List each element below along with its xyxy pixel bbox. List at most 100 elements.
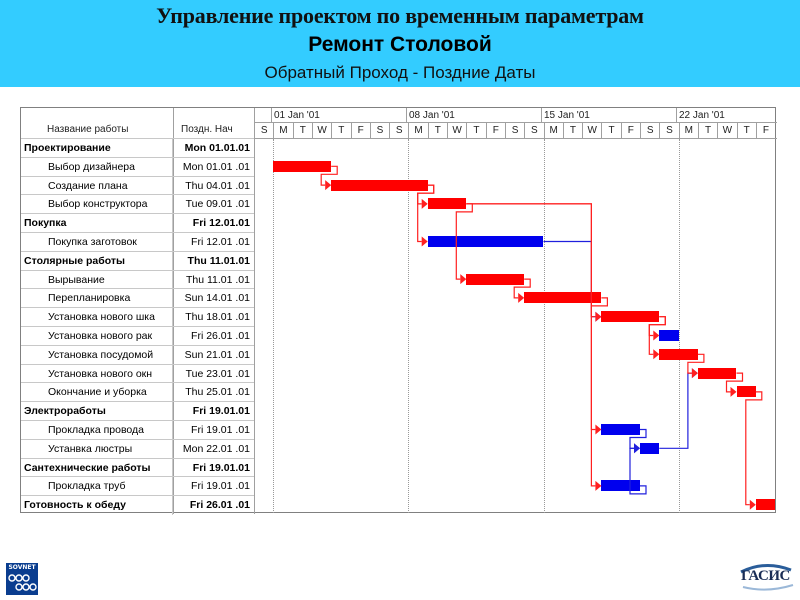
task-row[interactable]: Вырывание Thu 11.01 .01	[21, 269, 254, 290]
critical-task-bar[interactable]	[755, 499, 776, 511]
late-start-date: Thu 11.01.01	[187, 254, 250, 267]
task-name: Электроработы	[21, 402, 173, 422]
task-name: Прокладка провода	[21, 421, 173, 440]
task-bar[interactable]	[659, 330, 679, 341]
late-start-date: Fri 12.01 .01	[191, 236, 250, 248]
task-row[interactable]: Прокладка провода Fri 19.01 .01	[21, 420, 254, 440]
summary-task-row[interactable]: Покупка Fri 12.01.01	[21, 213, 254, 234]
late-start-date: Tue 09.01 .01	[185, 198, 250, 211]
task-row[interactable]: Окончание и уборка Thu 25.01 .01	[21, 382, 254, 403]
late-start-date: Fri 26.01 .01	[189, 499, 250, 512]
day-cell: F	[485, 123, 505, 139]
task-name: Окончание и уборка	[21, 383, 173, 403]
gasis-logo: ГАСИС	[735, 562, 797, 592]
week-divider	[254, 122, 777, 123]
day-cell: T	[331, 123, 350, 139]
task-row[interactable]: Установка нового рак Fri 26.01 .01	[21, 326, 254, 346]
day-cell: T	[736, 123, 756, 139]
late-start-date: Thu 04.01 .01	[185, 179, 250, 192]
week-divider	[676, 108, 677, 123]
day-cell: T	[427, 123, 447, 139]
day-cell: S	[254, 123, 273, 139]
day-cell: S	[504, 123, 524, 139]
task-row[interactable]: Покупка заготовок Fri 12.01 .01	[21, 232, 254, 252]
task-row[interactable]: Создание плана Thu 04.01 .01	[21, 175, 254, 196]
header-divider	[21, 138, 777, 139]
day-cell: F	[755, 123, 775, 139]
sovnet-logo-text: SOVNET	[8, 564, 36, 571]
task-bar[interactable]	[601, 424, 640, 435]
summary-task-row[interactable]: Проектирование Mon 01.01.01	[21, 138, 254, 158]
gantt-chart: Название работы Поздн. Нач 01 Jan '01 08…	[20, 107, 777, 516]
late-start-date: Mon 22.01 .01	[182, 442, 250, 455]
day-cell: T	[466, 123, 485, 139]
task-name: Устанвка люстры	[21, 439, 173, 459]
critical-task-bar[interactable]	[601, 311, 660, 323]
late-start-date: Fri 12.01.01	[192, 217, 250, 230]
late-start-date: Mon 01.01 .01	[182, 160, 250, 173]
week-label: 22 Jan '01	[679, 110, 725, 121]
task-bar[interactable]	[601, 480, 640, 492]
day-cell: F	[350, 123, 370, 139]
column-header-task-name: Название работы	[47, 124, 129, 135]
view-caption: Обратный Проход - Поздние Даты	[264, 63, 536, 82]
day-cell: W	[582, 123, 601, 139]
task-name: Выбор дизайнера	[21, 157, 173, 177]
critical-task-bar[interactable]	[331, 179, 428, 191]
day-cell: T	[697, 123, 717, 139]
critical-task-bar[interactable]	[466, 273, 525, 285]
column-divider	[173, 108, 174, 514]
task-row[interactable]: Установка нового окн Tue 23.01 .01	[21, 363, 254, 384]
task-name: Прокладка труб	[21, 477, 173, 497]
summary-task-row[interactable]: Сантехнические работы Fri 19.01.01	[21, 457, 254, 478]
task-name: Проектирование	[21, 139, 173, 158]
task-bar[interactable]	[640, 442, 660, 454]
task-name: Создание плана	[21, 176, 173, 196]
day-cell: M	[408, 123, 427, 139]
summary-task-row[interactable]: Столярные работы Thu 11.01.01	[21, 250, 254, 271]
week-divider	[541, 108, 542, 123]
day-cell: W	[311, 123, 331, 139]
task-name: Установка нового окн	[21, 364, 173, 384]
critical-task-bar[interactable]	[659, 348, 698, 360]
critical-task-bar[interactable]	[524, 292, 602, 304]
day-cell: T	[562, 123, 582, 139]
week-gridline	[678, 139, 680, 513]
critical-task-bar[interactable]	[697, 367, 737, 379]
late-start-date: Thu 18.01 .01	[185, 311, 250, 324]
critical-task-bar[interactable]	[427, 198, 467, 210]
day-cell: F	[620, 123, 640, 139]
task-row[interactable]: Установка нового шка Thu 18.01 .01	[21, 307, 254, 328]
day-cell: T	[292, 123, 312, 139]
day-cell: S	[659, 123, 678, 139]
task-name: Сантехнические работы	[21, 458, 173, 478]
late-start-date: Fri 19.01 .01	[191, 480, 250, 493]
task-row[interactable]: Прокладка труб Fri 19.01 .01	[21, 476, 254, 497]
task-name: Установка нового шка	[21, 308, 173, 328]
task-name: Покупка заготовок	[21, 233, 173, 252]
critical-task-bar[interactable]	[736, 386, 756, 398]
task-row[interactable]: Перепланировка Sun 14.01 .01	[21, 288, 254, 309]
day-cell: M	[678, 123, 698, 139]
day-cell: M	[543, 123, 563, 139]
task-row[interactable]: Установка посудомой Sun 21.01 .01	[21, 344, 254, 365]
task-row[interactable]: Выбор дизайнера Mon 01.01 .01	[21, 156, 254, 177]
task-row[interactable]: Выбор конструктора Tue 09.01 .01	[21, 194, 254, 215]
week-label: 15 Jan '01	[544, 110, 590, 121]
summary-task-row[interactable]: Электроработы Fri 19.01.01	[21, 401, 254, 422]
task-name: Установка посудомой	[21, 345, 173, 365]
task-row[interactable]: Устанвка люстры Mon 22.01 .01	[21, 438, 254, 459]
late-start-date: Fri 19.01.01	[192, 461, 250, 474]
task-name: Вырывание	[21, 270, 173, 290]
day-cell: W	[717, 123, 736, 139]
sovnet-logo: SOVNET	[6, 563, 38, 595]
day-cell: W	[447, 123, 466, 139]
dependency-links	[320, 165, 763, 510]
task-bar[interactable]	[427, 236, 544, 247]
week-gridline	[543, 139, 545, 513]
task-name: Столярные работы	[21, 251, 173, 271]
late-start-date: Sun 21.01 .01	[184, 348, 250, 361]
summary-task-row[interactable]: Готовность к обеду Fri 26.01 .01	[21, 495, 254, 516]
day-cell: M	[273, 123, 292, 139]
critical-task-bar[interactable]	[273, 160, 332, 172]
